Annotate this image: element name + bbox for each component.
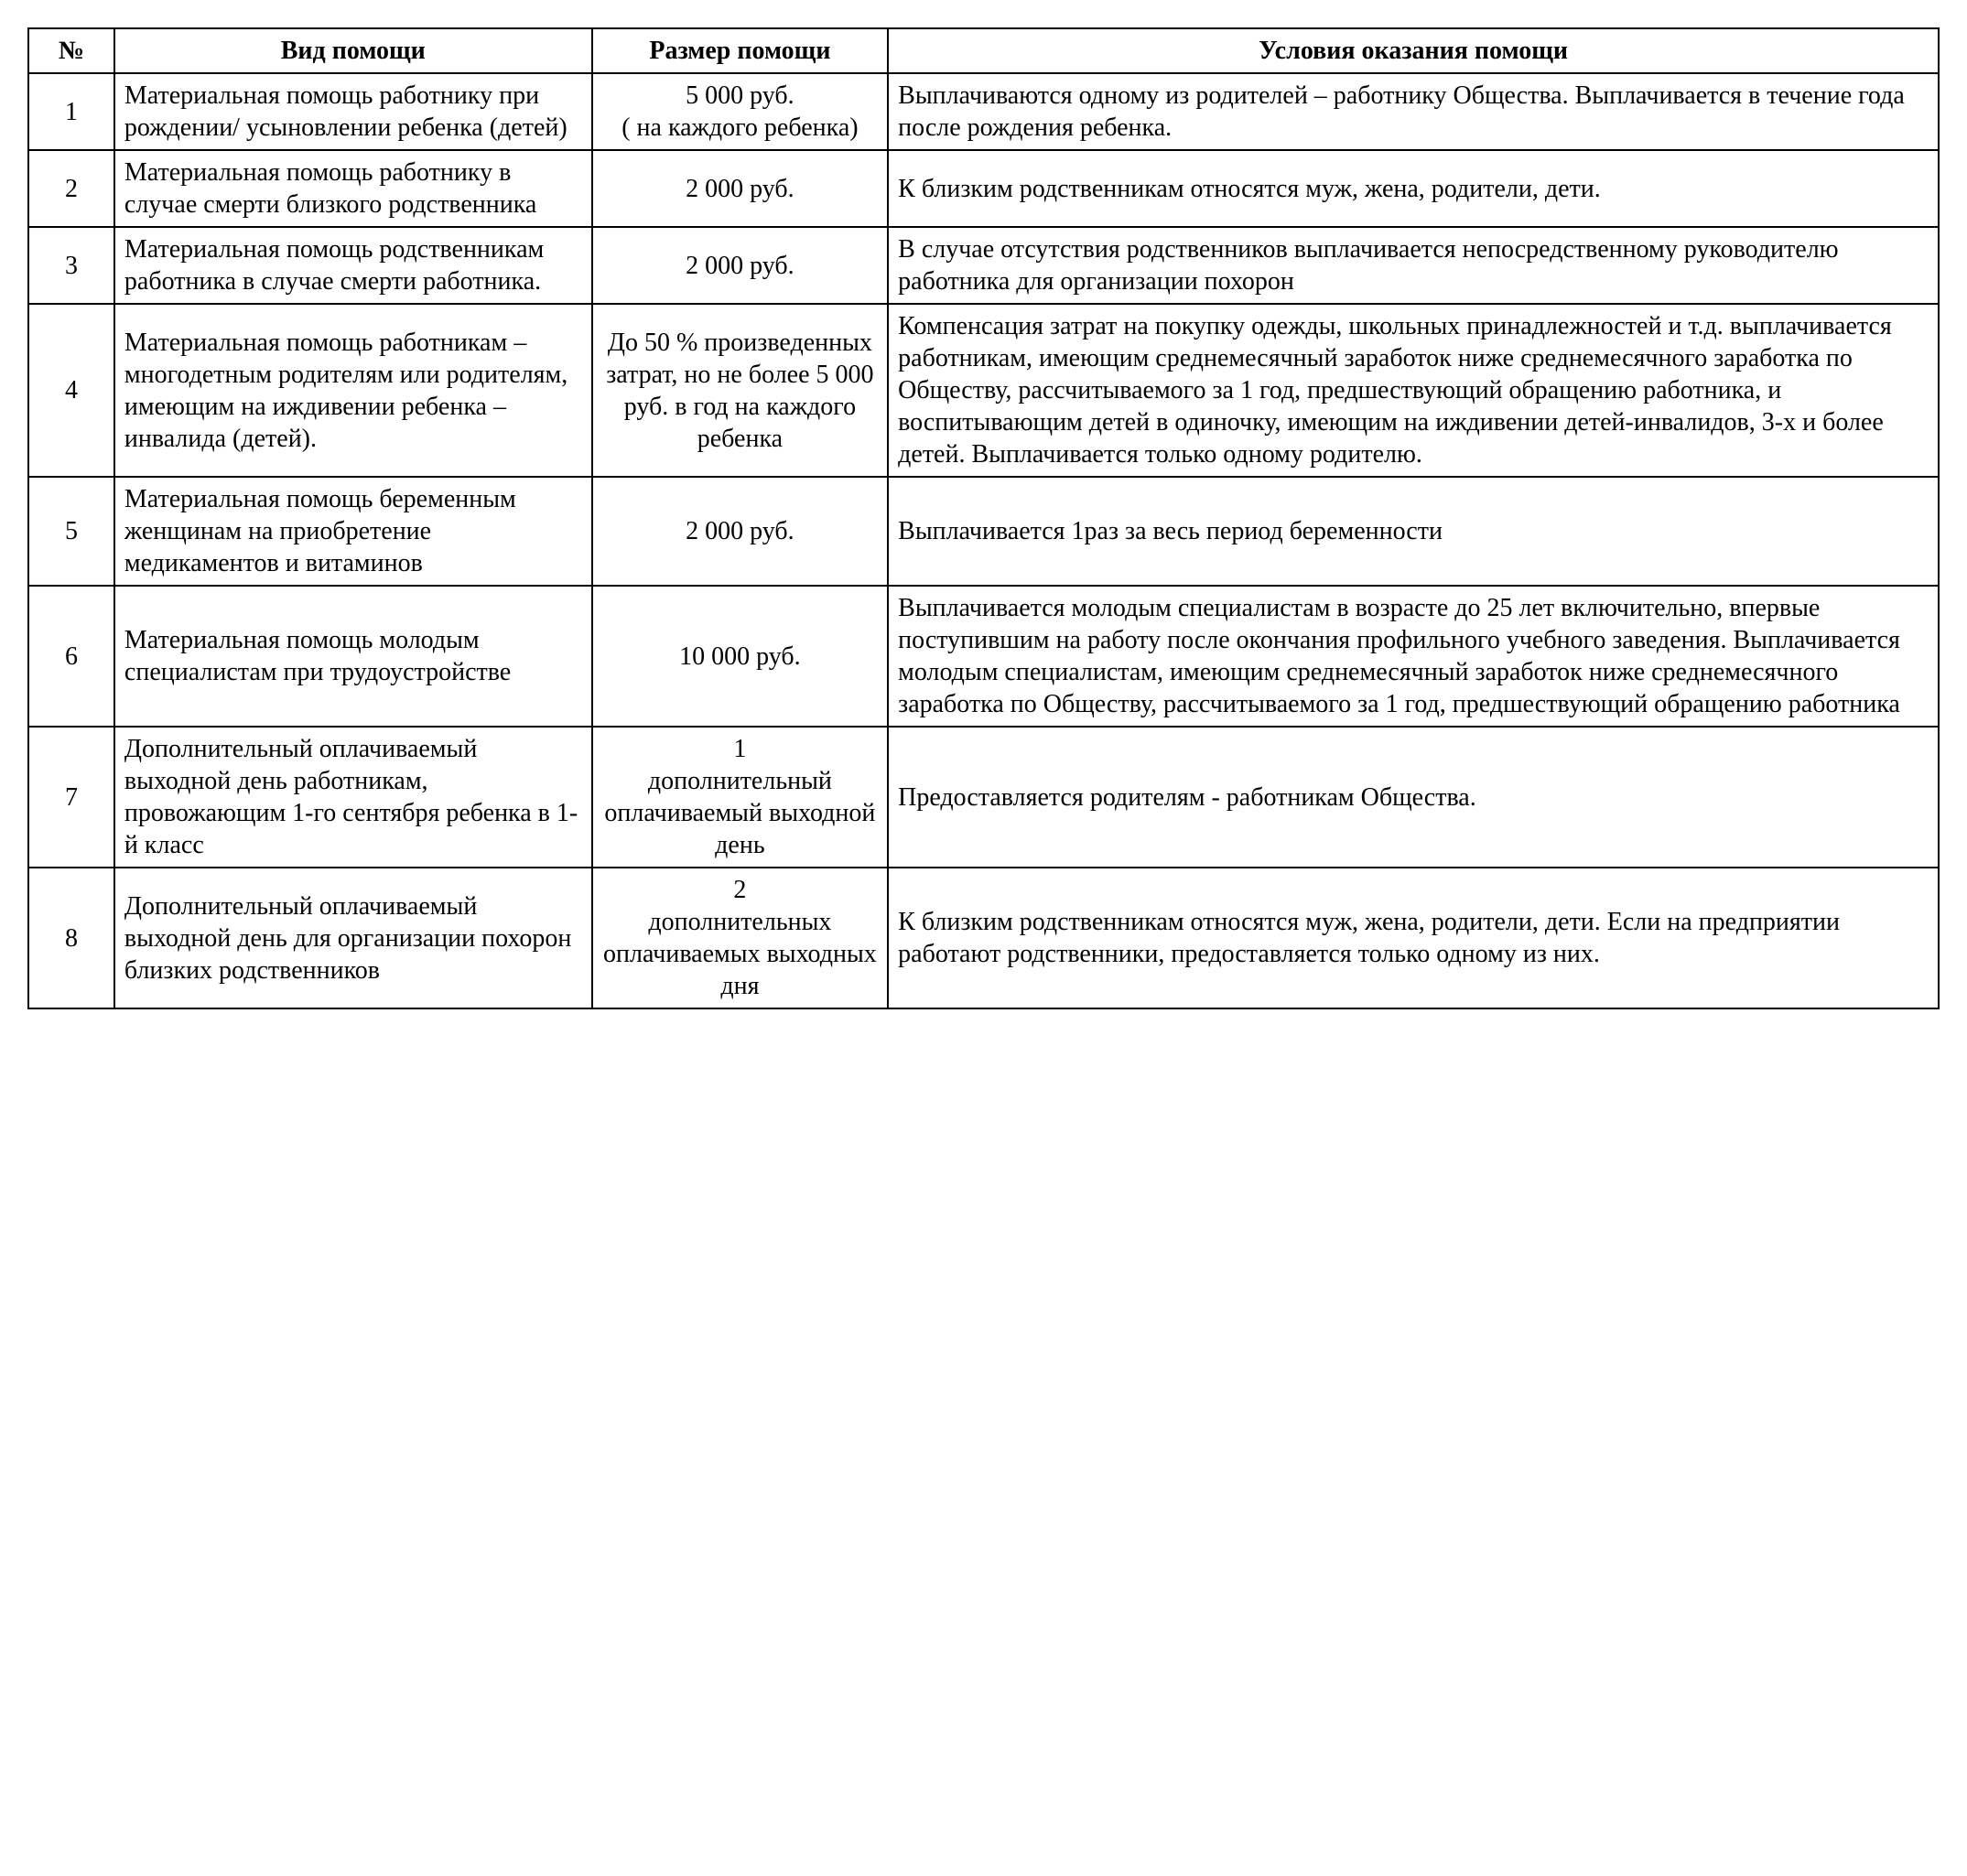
cell-type: Дополнительный оплачиваемый выходной ден…: [114, 868, 592, 1008]
cell-size: 2 дополнительных оплачиваемых выходных д…: [592, 868, 888, 1008]
cell-cond: Выплачиваются одному из родителей – рабо…: [888, 73, 1939, 150]
table-header-row: № Вид помощи Размер помощи Условия оказа…: [28, 28, 1939, 73]
cell-cond: К близким родственникам относятся муж, ж…: [888, 150, 1939, 227]
table-row: 2Материальная помощь работнику в случае …: [28, 150, 1939, 227]
cell-num: 7: [28, 727, 114, 868]
cell-num: 3: [28, 227, 114, 304]
cell-size: 2 000 руб.: [592, 477, 888, 586]
cell-type: Материальная помощь работнику при рожден…: [114, 73, 592, 150]
cell-size: До 50 % произведенных затрат, но не боле…: [592, 304, 888, 477]
header-type: Вид помощи: [114, 28, 592, 73]
cell-type: Дополнительный оплачиваемый выходной ден…: [114, 727, 592, 868]
cell-num: 6: [28, 586, 114, 727]
cell-cond: Выплачивается 1раз за весь период береме…: [888, 477, 1939, 586]
cell-type: Материальная помощь работнику в случае с…: [114, 150, 592, 227]
cell-size: 10 000 руб.: [592, 586, 888, 727]
cell-cond: Предоставляется родителям - работникам О…: [888, 727, 1939, 868]
header-cond: Условия оказания помощи: [888, 28, 1939, 73]
cell-size: 2 000 руб.: [592, 150, 888, 227]
cell-num: 1: [28, 73, 114, 150]
assistance-table: № Вид помощи Размер помощи Условия оказа…: [27, 27, 1940, 1009]
cell-size: 1 дополнительный оплачиваемый выходной д…: [592, 727, 888, 868]
cell-cond: К близким родственникам относятся муж, ж…: [888, 868, 1939, 1008]
cell-num: 4: [28, 304, 114, 477]
cell-cond: Выплачивается молодым специалистам в воз…: [888, 586, 1939, 727]
table-row: 5 Материальная помощь беременным женщина…: [28, 477, 1939, 586]
header-num: №: [28, 28, 114, 73]
header-size: Размер помощи: [592, 28, 888, 73]
table-row: 4Материальная помощь работникам – многод…: [28, 304, 1939, 477]
cell-num: 5: [28, 477, 114, 586]
cell-cond: Компенсация затрат на покупку одежды, шк…: [888, 304, 1939, 477]
cell-type: Материальная помощь родственникам работн…: [114, 227, 592, 304]
table-row: 6Материальная помощь молодым специалиста…: [28, 586, 1939, 727]
cell-num: 8: [28, 868, 114, 1008]
cell-size: 2 000 руб.: [592, 227, 888, 304]
cell-type: Материальная помощь работникам – многоде…: [114, 304, 592, 477]
table-row: 8Дополнительный оплачиваемый выходной де…: [28, 868, 1939, 1008]
cell-size: 5 000 руб. ( на каждого ребенка): [592, 73, 888, 150]
cell-cond: В случае отсутствия родственников выплач…: [888, 227, 1939, 304]
table-row: 7Дополнительный оплачиваемый выходной де…: [28, 727, 1939, 868]
table-row: 1 Материальная помощь работнику при рожд…: [28, 73, 1939, 150]
cell-num: 2: [28, 150, 114, 227]
cell-type: Материальная помощь беременным женщинам …: [114, 477, 592, 586]
table-row: 3Материальная помощь родственникам работ…: [28, 227, 1939, 304]
cell-type: Материальная помощь молодым специалистам…: [114, 586, 592, 727]
